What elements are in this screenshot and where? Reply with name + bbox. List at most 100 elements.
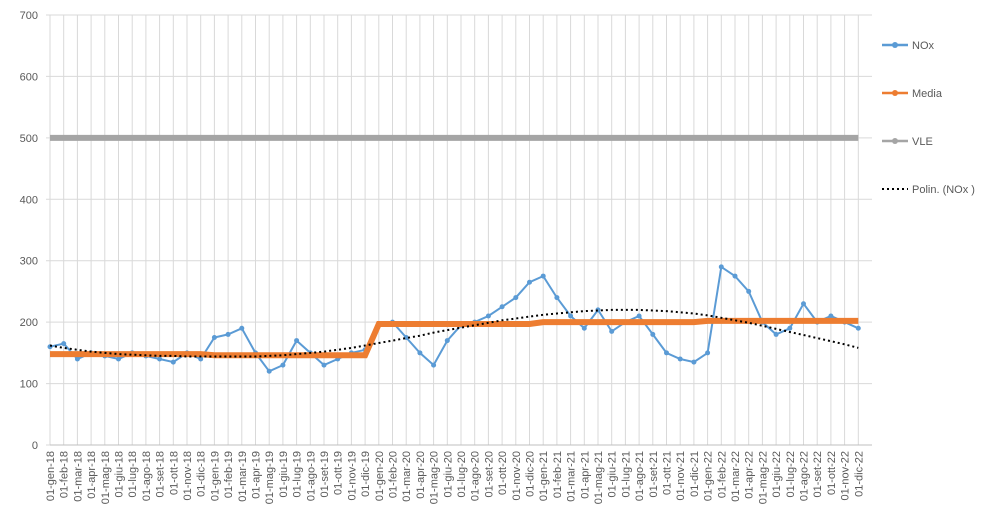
legend-label: Polin. (NOx ) [912, 184, 975, 196]
x-tick-label: 01-gen-21 [538, 451, 550, 501]
x-tick-label: 01-set-19 [319, 451, 331, 497]
x-tick-label: 01-dic-19 [360, 451, 372, 497]
point [513, 295, 519, 301]
y-tick-label: 200 [20, 317, 38, 329]
x-tick-label: 01-ott-21 [662, 451, 674, 495]
legend-marker [892, 42, 898, 48]
x-tick-label: 01-ago-22 [799, 451, 811, 501]
x-tick-label: 01-lug-22 [785, 451, 797, 497]
point [568, 313, 574, 319]
point [499, 304, 505, 310]
x-tick-label: 01-apr-21 [579, 451, 591, 499]
x-tick-label: 01-nov-21 [675, 451, 687, 501]
y-tick-label: 0 [32, 440, 38, 452]
x-tick-label: 01-ago-18 [141, 451, 153, 501]
point [746, 288, 752, 294]
x-tick-label: 01-nov-22 [840, 451, 852, 501]
x-tick-label: 01-mar-18 [72, 451, 84, 502]
x-tick-label: 01-nov-19 [346, 451, 358, 501]
point [527, 279, 532, 285]
x-tick-label: 01-feb-21 [552, 451, 564, 498]
x-tick-label: 01-feb-22 [716, 451, 728, 498]
x-tick-label: 01-mag-21 [593, 451, 605, 504]
point [677, 356, 683, 362]
point [61, 341, 67, 347]
x-tick-label: 01-dic-22 [853, 451, 865, 497]
legend-marker [892, 90, 898, 96]
x-tick-label: 01-mar-19 [237, 451, 249, 502]
x-tick-label: 01-giu-19 [278, 451, 290, 497]
legend-label: Media [912, 88, 943, 100]
point [787, 325, 793, 331]
point [444, 338, 450, 344]
point [732, 273, 738, 279]
x-tick-label: 01-mag-22 [757, 451, 769, 504]
point [198, 356, 204, 362]
point [239, 325, 245, 331]
x-tick-label: 01-gen-22 [703, 451, 715, 501]
point [705, 350, 711, 356]
y-tick-label: 400 [20, 194, 38, 206]
x-tick-label: 01-mar-21 [566, 451, 578, 502]
point [581, 325, 587, 331]
x-tick-label: 01-gen-18 [45, 451, 57, 501]
x-tick-label: 01-set-21 [648, 451, 660, 497]
point [417, 350, 423, 356]
x-tick-label: 01-set-20 [483, 451, 495, 497]
point [225, 331, 231, 337]
x-tick-label: 01-mag-20 [429, 451, 441, 504]
point [773, 331, 779, 337]
x-tick-label: 01-apr-22 [744, 451, 756, 499]
x-tick-label: 01-ott-20 [497, 451, 509, 495]
legend-label: NOx [912, 40, 935, 52]
x-tick-label: 01-feb-18 [59, 451, 71, 498]
legend-marker [892, 138, 898, 144]
x-tick-label: 01-ago-21 [634, 451, 646, 501]
x-tick-label: 01-set-22 [812, 451, 824, 497]
point [609, 328, 615, 334]
point [280, 362, 286, 368]
x-tick-label: 01-mar-22 [730, 451, 742, 502]
y-tick-label: 700 [20, 10, 38, 22]
x-tick-label: 01-set-18 [155, 451, 167, 497]
x-tick-label: 01-apr-18 [86, 451, 98, 499]
x-tick-label: 01-lug-20 [456, 451, 468, 497]
point [855, 325, 861, 331]
x-tick-label: 01-ago-20 [470, 451, 482, 501]
point [540, 273, 546, 279]
point [266, 368, 272, 374]
point [74, 356, 80, 362]
series-line [49, 308, 859, 358]
point [650, 331, 656, 337]
point [170, 359, 176, 365]
point [828, 313, 834, 319]
x-tick-label: 01-nov-18 [182, 451, 194, 501]
x-tick-label: 01-lug-21 [620, 451, 632, 497]
x-tick-label: 01-giu-18 [114, 451, 126, 497]
point [485, 313, 491, 319]
y-tick-label: 600 [20, 71, 38, 83]
x-tick-label: 01-lug-19 [292, 451, 304, 497]
point [801, 301, 806, 307]
x-tick-label: 01-ott-18 [168, 451, 180, 495]
x-tick-label: 01-dic-18 [196, 451, 208, 497]
y-tick-label: 300 [20, 256, 38, 268]
x-tick-label: 01-gen-20 [374, 451, 386, 501]
y-tick-label: 500 [20, 133, 38, 145]
point [321, 362, 327, 368]
point [211, 335, 217, 340]
x-tick-label: 01-dic-21 [689, 451, 701, 497]
point [431, 362, 437, 368]
x-tick-label: 01-giu-20 [442, 451, 454, 497]
x-tick-label: 01-feb-20 [388, 451, 400, 498]
point [157, 356, 163, 362]
x-tick-label: 01-ott-19 [333, 451, 345, 495]
x-tick-label: 01-ott-22 [826, 451, 838, 495]
point [294, 338, 300, 344]
x-tick-label: 01-mag-18 [100, 451, 112, 504]
x-tick-label: 01-dic-20 [525, 451, 537, 497]
x-tick-label: 01-gen-19 [209, 451, 221, 501]
point [691, 359, 697, 365]
